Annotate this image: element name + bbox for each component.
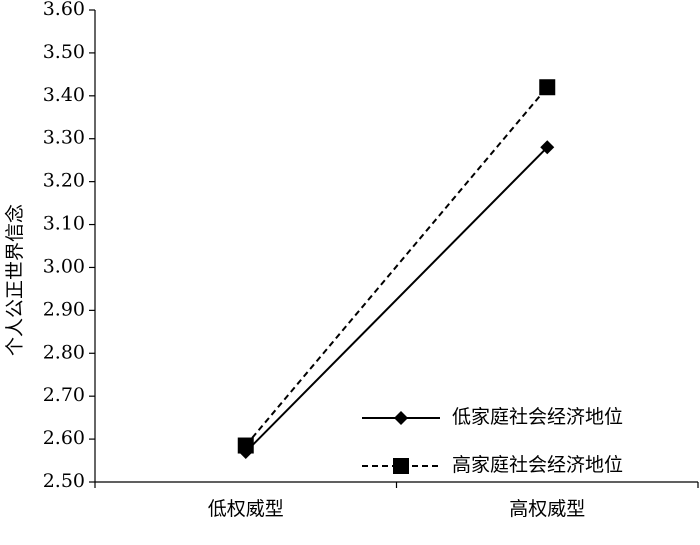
x-tick-label: 高权威型	[509, 498, 585, 520]
y-tick-label: 2.80	[43, 341, 85, 363]
y-tick-label: 2.70	[43, 384, 85, 406]
y-tick-label: 3.40	[43, 84, 85, 106]
marker	[539, 79, 556, 96]
y-tick-label: 3.60	[43, 0, 85, 20]
y-tick-label: 3.50	[43, 41, 85, 63]
marker	[393, 458, 409, 474]
marker	[540, 140, 555, 155]
marker	[394, 411, 408, 425]
y-axis-label: 个人公正世界信念	[3, 204, 26, 356]
y-tick-label: 3.30	[43, 127, 85, 149]
marker	[237, 437, 254, 454]
line	[244, 86, 549, 447]
y-tick-label: 2.90	[43, 298, 85, 320]
y-tick-label: 2.50	[43, 470, 85, 492]
line	[245, 146, 548, 453]
y-tick-label: 2.60	[43, 427, 85, 449]
y-tick-label: 3.10	[43, 213, 85, 235]
legend-label: 低家庭社会经济地位	[452, 406, 623, 428]
x-tick-label: 低权威型	[208, 498, 284, 520]
legend-label: 高家庭社会经济地位	[452, 454, 623, 476]
y-tick-label: 3.20	[43, 170, 85, 192]
y-tick-label: 3.00	[43, 255, 85, 277]
